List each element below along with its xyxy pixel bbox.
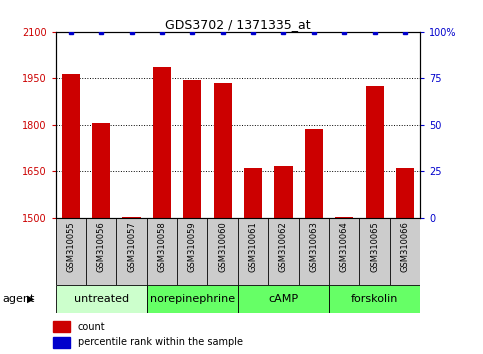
Bar — [238, 285, 329, 313]
Text: GSM310064: GSM310064 — [340, 221, 349, 272]
Text: norepinephrine: norepinephrine — [150, 294, 235, 304]
Bar — [329, 285, 420, 313]
Text: forskolin: forskolin — [351, 294, 398, 304]
Text: GSM310057: GSM310057 — [127, 221, 136, 272]
Text: GSM310056: GSM310056 — [97, 221, 106, 272]
Text: percentile rank within the sample: percentile rank within the sample — [78, 337, 242, 348]
Bar — [335, 217, 354, 218]
Bar — [366, 86, 384, 218]
Bar — [92, 123, 110, 218]
Bar — [56, 285, 147, 313]
Text: GSM310065: GSM310065 — [370, 221, 379, 272]
Text: agent: agent — [2, 294, 35, 304]
Bar — [305, 129, 323, 218]
Text: GSM310060: GSM310060 — [218, 221, 227, 272]
Bar — [62, 74, 80, 218]
Bar — [122, 217, 141, 218]
Bar — [53, 337, 70, 348]
Bar — [274, 166, 293, 218]
Text: ▶: ▶ — [27, 294, 34, 304]
Bar — [244, 169, 262, 218]
Title: GDS3702 / 1371335_at: GDS3702 / 1371335_at — [165, 18, 311, 31]
Text: untreated: untreated — [73, 294, 128, 304]
Text: GSM310055: GSM310055 — [66, 221, 75, 272]
Bar — [396, 168, 414, 218]
Text: GSM310063: GSM310063 — [309, 221, 318, 272]
Bar — [213, 83, 232, 218]
Text: cAMP: cAMP — [269, 294, 298, 304]
Bar — [183, 80, 201, 218]
Text: GSM310066: GSM310066 — [400, 221, 410, 272]
Bar — [147, 285, 238, 313]
Bar — [53, 321, 70, 332]
Text: GSM310061: GSM310061 — [249, 221, 257, 272]
Bar — [153, 67, 171, 218]
Text: GSM310062: GSM310062 — [279, 221, 288, 272]
Text: count: count — [78, 321, 105, 332]
Text: GSM310059: GSM310059 — [188, 221, 197, 272]
Text: GSM310058: GSM310058 — [157, 221, 167, 272]
